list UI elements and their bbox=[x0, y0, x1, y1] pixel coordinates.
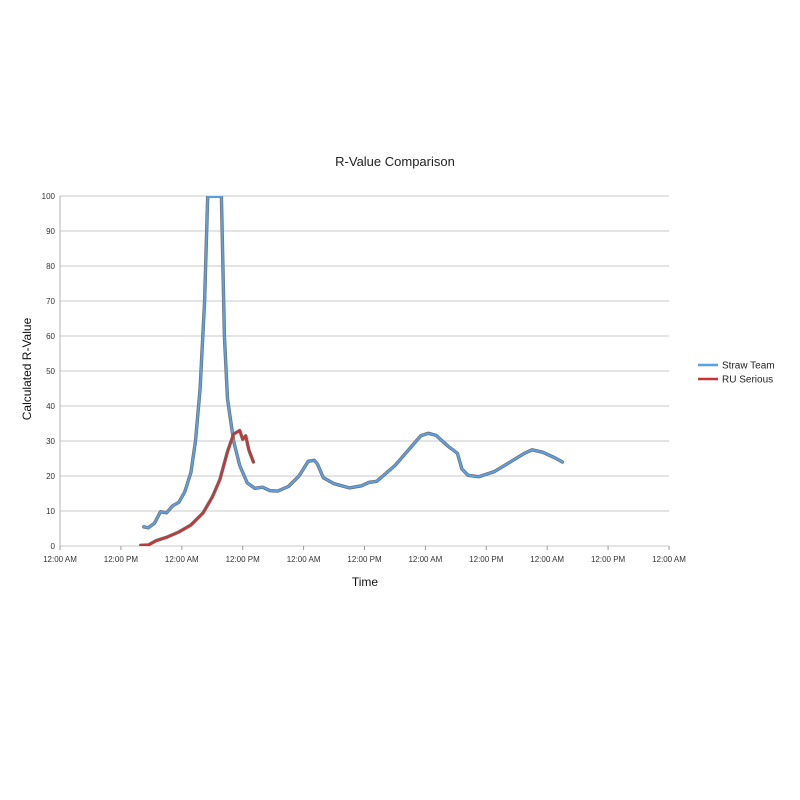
x-tick-label: 12:00 PM bbox=[104, 555, 139, 564]
y-tick-label: 90 bbox=[46, 227, 55, 236]
y-tick-label: 70 bbox=[46, 297, 55, 306]
legend: Straw Team RU Serious bbox=[698, 361, 775, 386]
y-tick-label: 80 bbox=[46, 262, 55, 271]
series-line-straw-team bbox=[142, 196, 564, 529]
x-tick-label: 12:00 AM bbox=[530, 555, 564, 564]
gridlines bbox=[59, 195, 669, 547]
x-axis-title: Time bbox=[352, 575, 379, 589]
y-tick-label: 30 bbox=[46, 437, 55, 446]
y-tick-label: 0 bbox=[51, 542, 56, 551]
legend-label-straw-team: Straw Team bbox=[722, 361, 775, 372]
y-tick-label: 40 bbox=[46, 402, 55, 411]
x-tick-label: 12:00 AM bbox=[408, 555, 442, 564]
x-axis-ticks: 12:00 AM 12:00 PM 12:00 AM 12:00 PM 12:00 AM… bbox=[43, 546, 686, 564]
y-axis-ticks: 0 10 20 30 40 50 60 70 80 90 100 bbox=[42, 192, 56, 551]
x-tick-label: 12:00 PM bbox=[347, 555, 382, 564]
legend-label-ru-serious: RU Serious bbox=[722, 375, 773, 386]
y-tick-label: 20 bbox=[46, 472, 55, 481]
chart-title: R-Value Comparison bbox=[335, 154, 455, 169]
x-tick-label: 12:00 AM bbox=[165, 555, 199, 564]
y-tick-label: 60 bbox=[46, 332, 55, 341]
y-axis-title: Calculated R-Value bbox=[20, 317, 34, 420]
x-tick-label: 12:00 AM bbox=[43, 555, 77, 564]
x-tick-label: 12:00 AM bbox=[652, 555, 686, 564]
series-lines bbox=[139, 196, 565, 546]
series-line-ru-serious bbox=[139, 429, 255, 546]
y-tick-label: 50 bbox=[46, 367, 55, 376]
x-tick-label: 12:00 PM bbox=[226, 555, 261, 564]
y-tick-label: 100 bbox=[42, 192, 56, 201]
x-tick-label: 12:00 AM bbox=[287, 555, 321, 564]
x-tick-label: 12:00 PM bbox=[469, 555, 504, 564]
y-tick-label: 10 bbox=[46, 507, 55, 516]
x-tick-label: 12:00 PM bbox=[591, 555, 626, 564]
